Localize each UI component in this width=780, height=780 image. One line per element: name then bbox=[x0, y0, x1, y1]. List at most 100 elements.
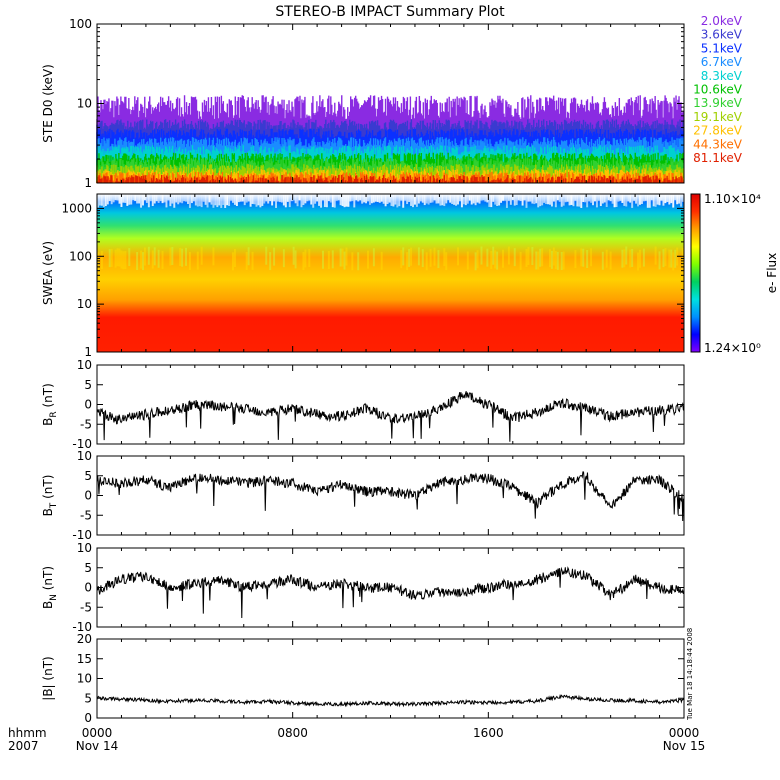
swea-top-gap bbox=[435, 194, 438, 204]
swea-streak bbox=[674, 249, 677, 268]
swea-streak bbox=[408, 248, 411, 267]
swea-panel: 1 10 100 1000 SWEA (eV) bbox=[41, 193, 685, 359]
swea-top-gap bbox=[431, 194, 434, 203]
swea-top-gap bbox=[513, 194, 516, 206]
ste-panel: 1 10 100 STE D0 (keV) bbox=[41, 17, 685, 190]
swea-top-gap bbox=[523, 194, 526, 201]
swea-top-gap bbox=[257, 194, 260, 206]
swea-top-gap bbox=[278, 194, 281, 203]
swea-top-gap bbox=[505, 194, 508, 208]
swea-streak bbox=[322, 250, 324, 269]
swea-top-gap bbox=[460, 194, 463, 208]
swea-top-gap bbox=[97, 194, 99, 208]
swea-streak bbox=[282, 249, 285, 268]
swea-top-gap bbox=[476, 194, 479, 203]
swea-top-gap bbox=[676, 194, 679, 205]
swea-top-gap bbox=[384, 194, 387, 207]
y-tick-label: 1000 bbox=[61, 201, 92, 215]
swea-streak bbox=[556, 251, 559, 270]
swea-streak bbox=[601, 251, 604, 270]
swea-top-gap bbox=[484, 194, 487, 202]
swea-streak bbox=[552, 247, 555, 266]
swea-top-gap bbox=[306, 194, 309, 202]
swea-top-gap bbox=[537, 194, 540, 208]
swea-streak bbox=[580, 248, 583, 267]
y-tick-label: -10 bbox=[72, 437, 92, 451]
swea-top-gap bbox=[145, 194, 148, 203]
swea-top-gap bbox=[259, 194, 262, 208]
swea-top-gap bbox=[644, 194, 647, 201]
swea-top-gap bbox=[224, 194, 227, 208]
y-tick-label: -5 bbox=[80, 508, 92, 522]
swea-top-gap bbox=[114, 194, 117, 201]
swea-top-gap bbox=[486, 194, 489, 203]
swea-top-gap bbox=[300, 194, 303, 208]
swea-streak bbox=[179, 247, 182, 266]
swea-streak bbox=[188, 251, 191, 270]
swea-top-gap bbox=[185, 194, 188, 202]
swea-top-gap bbox=[167, 194, 170, 201]
swea-streak bbox=[535, 251, 538, 270]
swea-top-gap bbox=[417, 194, 420, 204]
legend-entry: 10.6keV bbox=[693, 83, 743, 97]
swea-streak bbox=[457, 247, 459, 266]
generation-timestamp: Tue Mar 18 14:18:44 2008 bbox=[686, 628, 694, 721]
y-axis-label: STE D0 (keV) bbox=[41, 64, 55, 143]
swea-top-gap bbox=[243, 194, 246, 206]
swea-streak bbox=[142, 252, 144, 271]
swea-top-gap bbox=[165, 194, 168, 208]
swea-top-gap bbox=[331, 194, 334, 208]
x-tick-label: 0000 bbox=[82, 726, 113, 740]
swea-top-gap bbox=[425, 194, 428, 204]
swea-streak bbox=[486, 248, 489, 267]
y-tick-label: 10 bbox=[77, 541, 92, 555]
swea-top-gap bbox=[140, 194, 143, 208]
swea-top-gap bbox=[169, 194, 172, 207]
swea-top-gap bbox=[638, 194, 641, 205]
swea-top-gap bbox=[390, 194, 393, 206]
colorbar-min-label: 1.24×10⁰ bbox=[704, 341, 761, 355]
swea-streak bbox=[157, 249, 160, 268]
swea-top-gap bbox=[637, 194, 639, 207]
swea-streak bbox=[367, 250, 369, 269]
swea-streak bbox=[153, 247, 156, 266]
swea-top-gap bbox=[218, 194, 221, 206]
swea-top-gap bbox=[443, 194, 446, 207]
swea-top-gap bbox=[568, 194, 571, 206]
y-tick-label: 10 bbox=[77, 672, 92, 686]
swea-top-gap bbox=[239, 194, 242, 202]
swea-top-gap bbox=[511, 194, 514, 201]
swea-streak bbox=[343, 251, 346, 270]
swea-streak bbox=[410, 247, 413, 266]
swea-top-gap bbox=[288, 194, 291, 208]
swea-top-gap bbox=[584, 194, 587, 203]
swea-top-gap bbox=[421, 194, 424, 203]
swea-top-gap bbox=[134, 194, 137, 201]
swea-streak bbox=[539, 248, 542, 267]
swea-top-gap bbox=[188, 194, 191, 208]
swea-top-gap bbox=[355, 194, 358, 201]
swea-top-gap bbox=[175, 194, 178, 203]
swea-streak bbox=[331, 250, 334, 269]
swea-top-gap bbox=[556, 194, 559, 201]
swea-streak bbox=[128, 248, 131, 267]
swea-streak bbox=[140, 250, 143, 269]
bt-trace bbox=[96, 471, 685, 521]
y-tick-label: -5 bbox=[80, 600, 92, 614]
swea-top-gap bbox=[654, 194, 657, 207]
swea-streak bbox=[108, 249, 111, 268]
swea-streak bbox=[541, 248, 544, 267]
swea-streak bbox=[116, 248, 119, 267]
y-tick-label: 10 bbox=[77, 449, 92, 463]
y-tick-label: 100 bbox=[69, 249, 92, 263]
swea-streak bbox=[672, 252, 675, 271]
swea-top-gap bbox=[302, 194, 305, 206]
swea-streak bbox=[351, 252, 354, 271]
swea-top-gap bbox=[396, 194, 399, 208]
swea-top-gap bbox=[533, 194, 536, 205]
swea-streak bbox=[507, 246, 510, 265]
swea-top-gap bbox=[298, 194, 301, 201]
swea-top-gap bbox=[502, 194, 504, 201]
swea-top-gap bbox=[353, 194, 356, 208]
swea-top-gap bbox=[325, 194, 328, 208]
